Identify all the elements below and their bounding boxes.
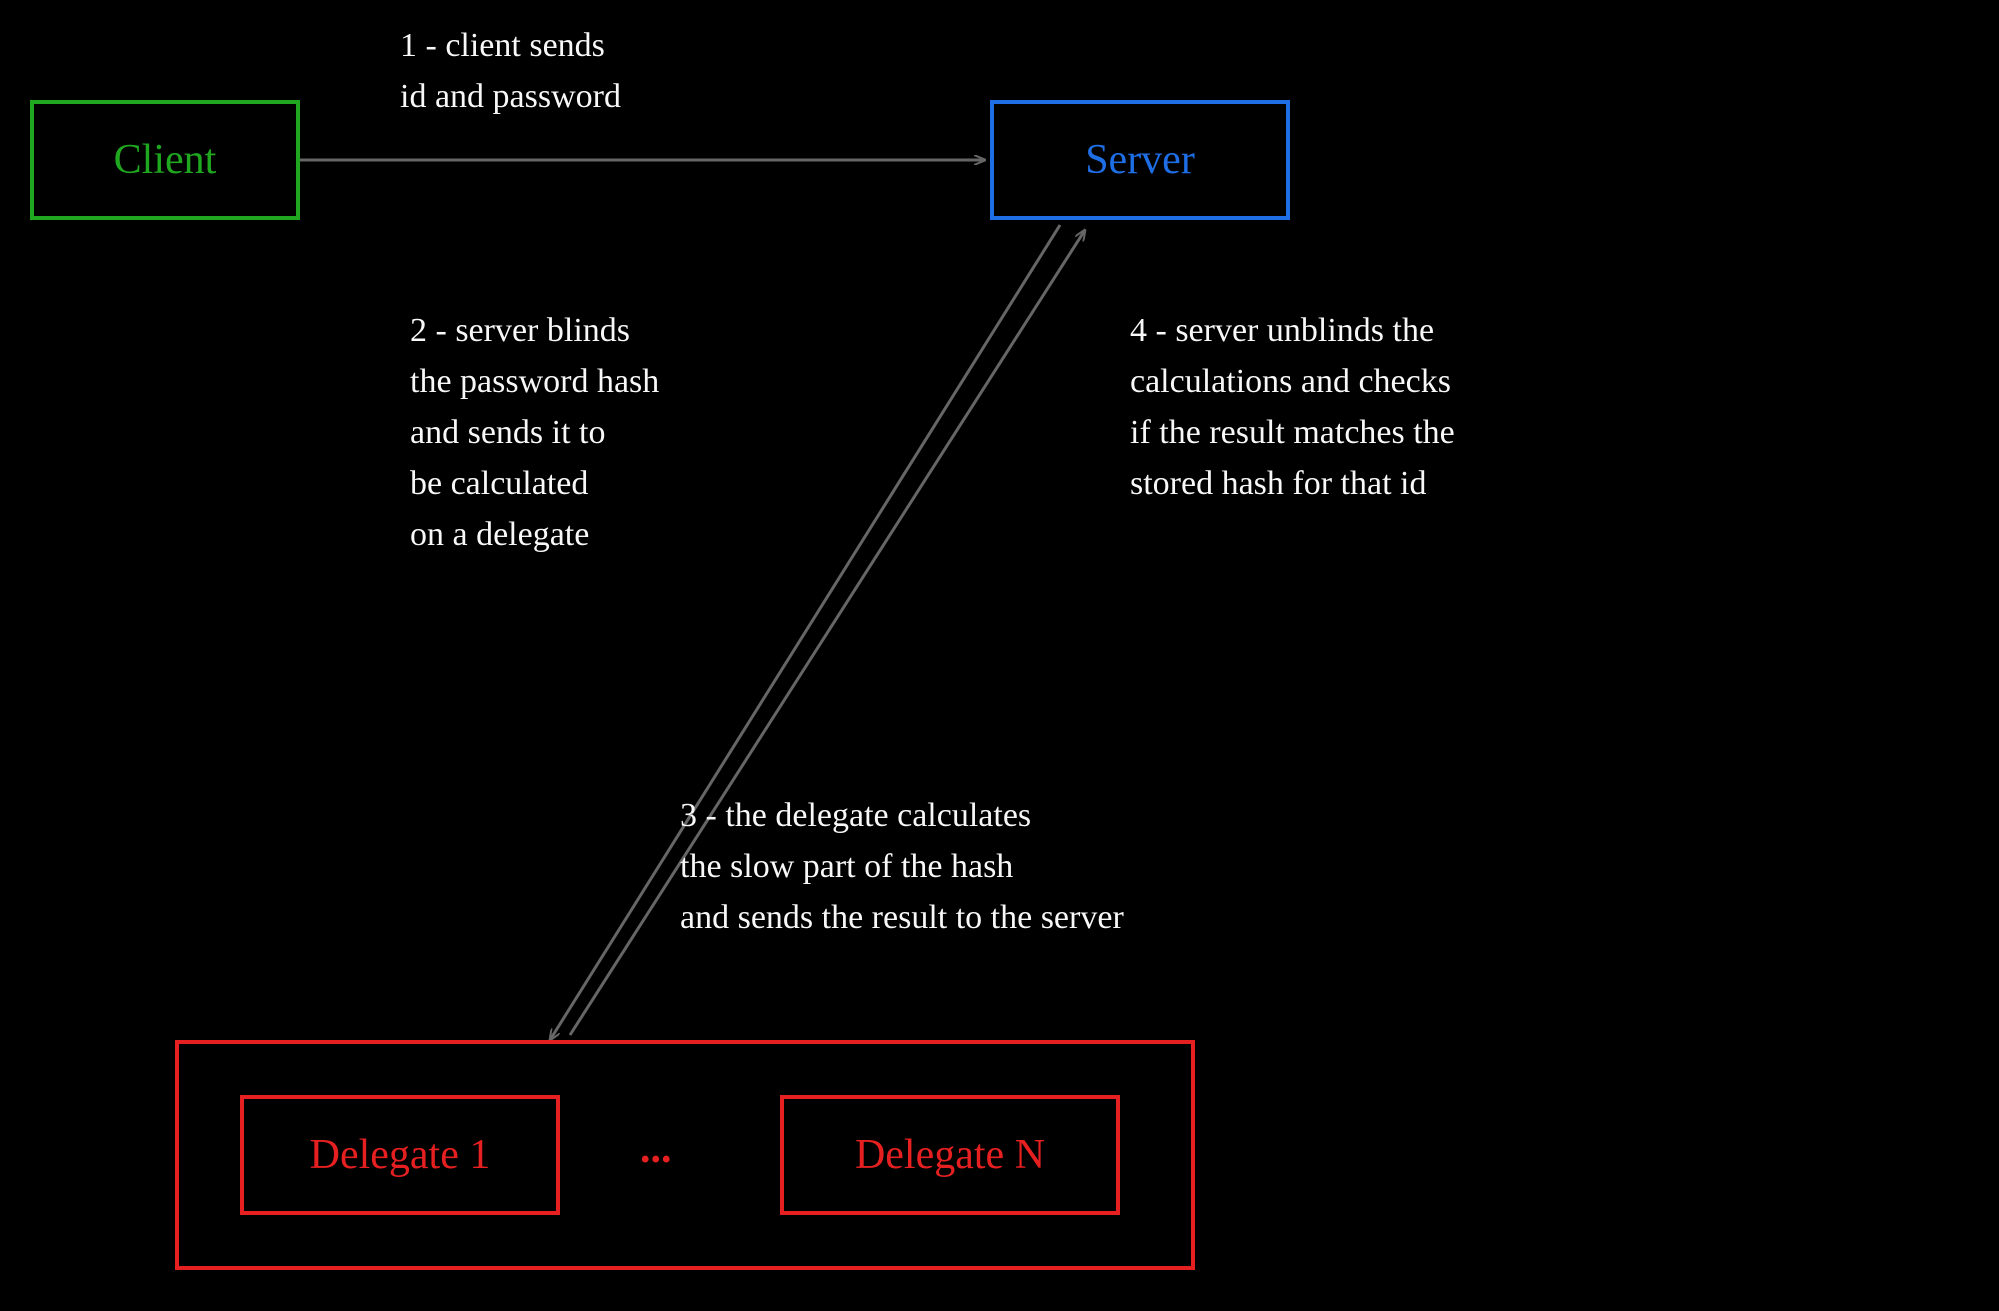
step-1-annotation: 1 - client sends id and password — [400, 20, 621, 122]
client-label: Client — [114, 136, 217, 184]
delegate-n-node: Delegate N — [780, 1095, 1120, 1215]
delegate-ellipsis: ... — [640, 1125, 672, 1173]
client-node: Client — [30, 100, 300, 220]
delegate-1-label: Delegate 1 — [310, 1131, 491, 1179]
step-2-annotation: 2 - server blinds the password hash and … — [410, 305, 659, 560]
delegate-n-label: Delegate N — [855, 1131, 1045, 1179]
step-3-annotation: 3 - the delegate calculates the slow par… — [680, 790, 1124, 943]
server-label: Server — [1085, 136, 1195, 184]
step-4-annotation: 4 - server unblinds the calculations and… — [1130, 305, 1455, 509]
diagram-canvas: Client Server Delegate 1 Delegate N ... … — [0, 0, 1999, 1311]
server-node: Server — [990, 100, 1290, 220]
delegate-1-node: Delegate 1 — [240, 1095, 560, 1215]
